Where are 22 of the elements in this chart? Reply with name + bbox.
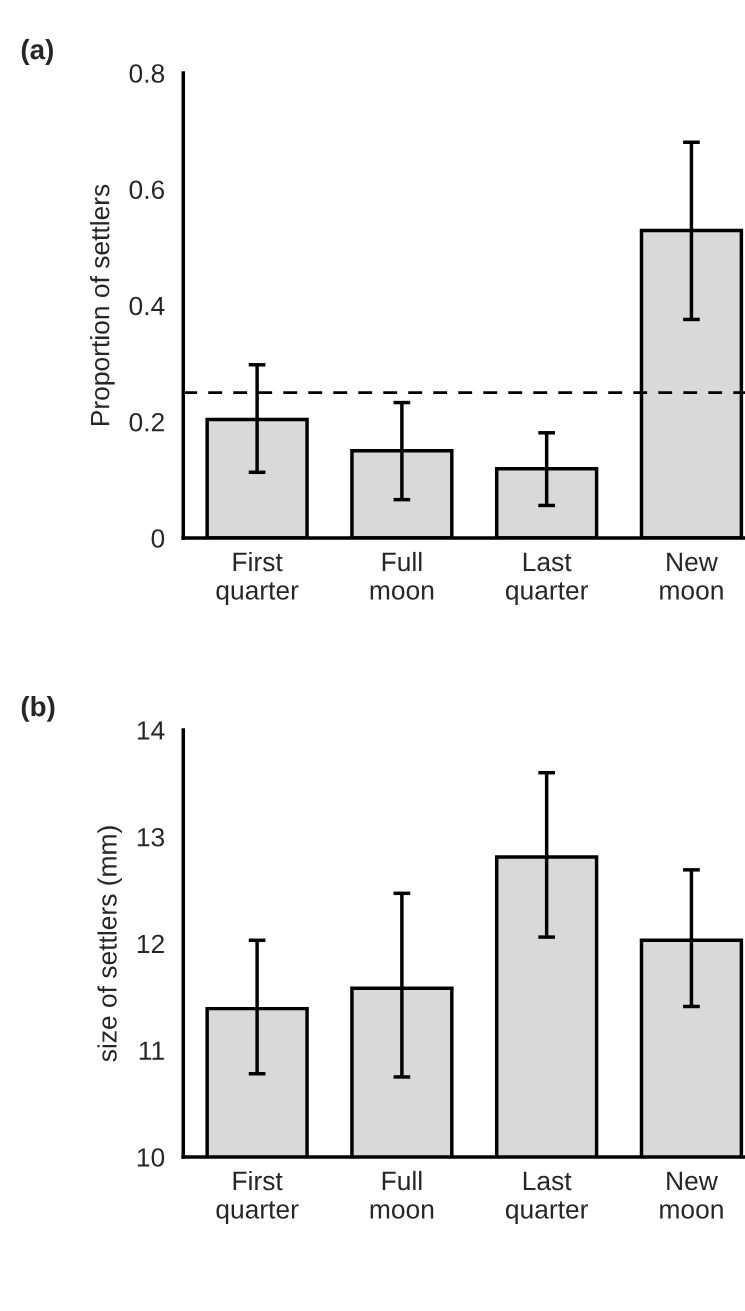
y-tick-label: 0.4 [129, 296, 165, 316]
y-tick-label: 14 [137, 721, 165, 740]
x-tick-label: Full moon [370, 551, 434, 600]
y-tick-label: 12 [137, 934, 164, 954]
y-tick-label: 0 [151, 529, 165, 548]
chart-title: (a) [21, 38, 53, 65]
y-tick-label: 0.6 [129, 180, 165, 200]
y-tick-label: 0.8 [129, 64, 165, 83]
x-tick-label: First quarter [216, 1170, 299, 1224]
x-tick-label: Last quarter [505, 552, 589, 605]
y-tick-label: 13 [137, 827, 165, 847]
x-tick-label: Last quarter [505, 1171, 589, 1224]
chart-title: (b) [21, 695, 55, 722]
y-axis-title: Proportion of settlers [90, 184, 115, 426]
y-tick-label: 10 [137, 1148, 165, 1167]
y-axis-title: size of settlers (mm) [97, 826, 122, 1062]
y-tick-label: 0.2 [129, 412, 164, 432]
y-tick-label: 11 [139, 1041, 164, 1060]
x-tick-label: Full moon [370, 1170, 434, 1219]
x-tick-label: New moon [660, 552, 723, 600]
x-tick-label: First quarter [216, 551, 299, 605]
x-tick-label: New moon [660, 1171, 723, 1219]
